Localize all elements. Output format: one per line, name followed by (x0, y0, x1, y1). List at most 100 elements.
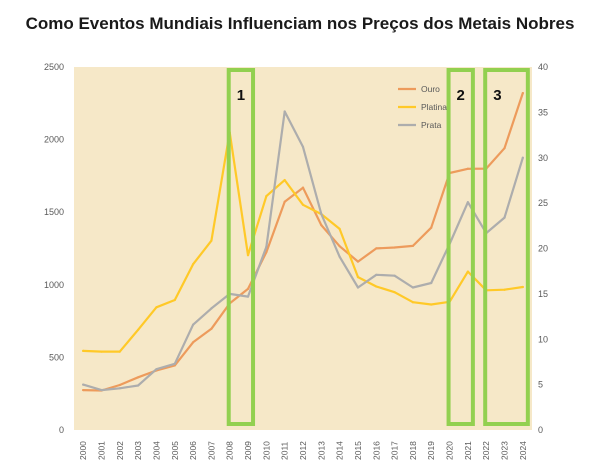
legend-label-prata: Prata (421, 120, 442, 130)
x-tick-label: 2010 (261, 441, 271, 460)
data-point-ouro (521, 92, 524, 95)
data-point-prata (356, 286, 360, 289)
data-point-platina (338, 227, 341, 230)
data-point-ouro (301, 186, 305, 189)
highlight-label-2: 2 (457, 87, 465, 104)
x-tick-label: 2003 (133, 441, 143, 460)
data-point-platina (191, 263, 195, 266)
data-point-ouro (137, 376, 140, 379)
x-tick-label: 2006 (188, 441, 198, 460)
data-point-ouro (430, 226, 433, 229)
highlight-box-1 (226, 68, 256, 426)
y-right-tick-label: 5 (538, 380, 543, 390)
x-tick-label: 2014 (335, 441, 345, 460)
y-left-tick-label: 2000 (44, 135, 64, 145)
data-point-prata (82, 383, 85, 386)
data-point-prata (411, 286, 415, 289)
x-tick-label: 2022 (481, 441, 491, 460)
data-point-platina (100, 350, 103, 353)
x-tick-label: 2001 (96, 441, 106, 460)
data-point-platina (137, 328, 140, 331)
data-point-prata (283, 110, 286, 113)
data-point-platina (82, 349, 85, 352)
chart-title: Como Eventos Mundiais Influenciam nos Pr… (25, 14, 575, 33)
highlight-label-3: 3 (493, 87, 501, 104)
data-point-prata (155, 368, 158, 371)
x-tick-label: 2007 (206, 441, 216, 460)
data-point-platina (503, 288, 506, 291)
highlight-box-2 (446, 68, 475, 426)
data-point-ouro (210, 327, 213, 330)
data-point-platina (265, 194, 268, 198)
data-point-platina (521, 285, 524, 289)
data-point-prata (466, 201, 469, 204)
data-point-platina (246, 254, 250, 257)
data-point-prata (375, 273, 378, 276)
x-tick-label: 2011 (280, 441, 290, 460)
highlight-label-1: 1 (237, 87, 245, 104)
data-point-prata (191, 323, 195, 326)
x-tick-label: 2020 (445, 441, 455, 460)
data-point-ouro (118, 383, 121, 387)
x-tick-label: 2023 (500, 441, 510, 460)
data-point-prata (521, 156, 524, 159)
legend-label-ouro: Ouro (421, 84, 440, 94)
y-right-tick-label: 25 (538, 198, 548, 208)
data-point-platina (411, 301, 415, 304)
y-right-tick-label: 0 (538, 425, 543, 435)
data-point-prata (137, 384, 140, 387)
data-point-ouro (82, 388, 85, 392)
data-point-prata (100, 388, 103, 392)
data-point-ouro (191, 341, 195, 344)
x-tick-label: 2017 (390, 441, 400, 460)
data-point-prata (173, 362, 176, 365)
data-point-ouro (356, 260, 360, 263)
y-left-tick-label: 1500 (44, 207, 64, 217)
y-left-tick-label: 500 (49, 352, 64, 362)
data-point-prata (118, 387, 121, 390)
x-tick-label: 2021 (463, 441, 473, 460)
data-point-ouro (246, 287, 250, 290)
data-point-ouro (466, 167, 469, 170)
x-tick-label: 2005 (170, 441, 180, 460)
y-right-tick-label: 30 (538, 153, 548, 163)
data-point-prata (265, 245, 268, 248)
y-left-tick-label: 1000 (44, 280, 64, 290)
y-left-tick-label: 2500 (44, 62, 64, 72)
data-point-ouro (393, 246, 396, 249)
highlight-box-3 (483, 68, 530, 426)
data-point-prata (430, 281, 433, 285)
data-point-ouro (375, 247, 378, 250)
x-tick-label: 2000 (78, 441, 88, 460)
x-tick-label: 2024 (518, 441, 528, 460)
data-point-platina (283, 179, 286, 182)
data-point-platina (393, 291, 396, 294)
data-point-platina (301, 203, 305, 206)
data-point-ouro (411, 244, 415, 247)
x-tick-label: 2004 (151, 441, 161, 460)
data-point-prata (393, 274, 396, 277)
y-right-tick-label: 15 (538, 289, 548, 299)
y-right-tick-label: 35 (538, 107, 548, 117)
x-tick-label: 2012 (298, 441, 308, 460)
data-point-platina (356, 276, 360, 279)
data-point-ouro (320, 224, 323, 227)
data-point-ouro (503, 147, 506, 150)
data-point-prata (210, 307, 213, 310)
y-right-tick-label: 40 (538, 62, 548, 72)
data-point-prata (503, 216, 506, 219)
y-left-tick-label: 0 (59, 425, 64, 435)
data-point-prata (338, 255, 341, 258)
x-tick-label: 2009 (243, 441, 253, 460)
data-point-platina (155, 306, 158, 309)
data-point-platina (210, 239, 213, 242)
x-tick-label: 2008 (225, 441, 235, 460)
data-point-platina (375, 285, 378, 288)
x-tick-label: 2002 (115, 441, 125, 460)
data-point-platina (466, 270, 469, 273)
data-point-ouro (338, 245, 341, 248)
data-point-platina (118, 350, 121, 353)
y-right-tick-label: 10 (538, 334, 548, 344)
data-point-platina (173, 298, 176, 302)
